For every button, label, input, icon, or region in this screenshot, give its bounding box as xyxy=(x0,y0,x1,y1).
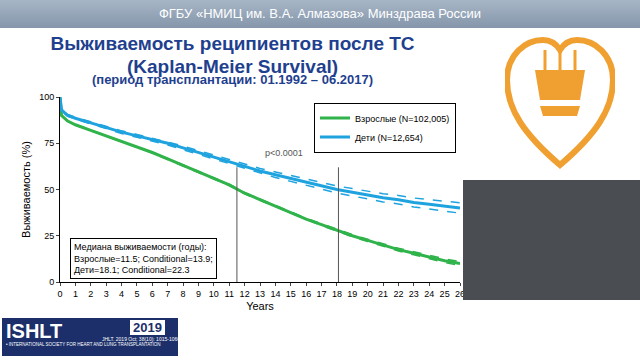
svg-text:4: 4 xyxy=(119,289,124,299)
html-text:JHLT. 2019 Oct; 38(10): 1015-1: JHLT. 2019 Oct; 38(10): 1015-1066 xyxy=(102,336,180,342)
html-text:(период трансплантации: 01.199: (период трансплантации: 01.1992 – 06.201… xyxy=(92,72,373,87)
svg-text:26: 26 xyxy=(455,288,465,299)
html-text:(Kaplan-Meier Survival): (Kaplan-Meier Survival) xyxy=(126,56,339,77)
svg-text:1: 1 xyxy=(73,289,78,299)
svg-text:23: 23 xyxy=(409,289,419,299)
svg-text:Дети (N=12,654): Дети (N=12,654) xyxy=(355,133,423,143)
svg-text:10: 10 xyxy=(209,289,219,299)
svg-text:20: 20 xyxy=(363,289,373,299)
svg-text:3: 3 xyxy=(104,289,109,299)
svg-text:Медиана выживаемости (годы):Вз: Медиана выживаемости (годы):Взрослые=11.… xyxy=(74,242,213,275)
html-text:2019: 2019 xyxy=(133,320,162,335)
svg-text:16: 16 xyxy=(301,289,311,299)
svg-text:50: 50 xyxy=(44,185,54,195)
svg-text:24: 24 xyxy=(424,289,434,299)
svg-text:15: 15 xyxy=(286,289,296,299)
svg-text:Выживаемость (%): Выживаемость (%) xyxy=(20,141,32,238)
svg-text:21: 21 xyxy=(378,289,388,299)
svg-text:25: 25 xyxy=(440,289,450,299)
svg-text:Years: Years xyxy=(246,300,274,312)
svg-text:0: 0 xyxy=(57,289,62,299)
html-text:ФГБУ «НМИЦ им. В.А. Алмазова»: ФГБУ «НМИЦ им. В.А. Алмазова» Минздрава … xyxy=(158,6,482,21)
svg-text:100: 100 xyxy=(39,92,54,102)
svg-text:22: 22 xyxy=(393,289,403,299)
svg-text:17: 17 xyxy=(317,289,327,299)
svg-text:9: 9 xyxy=(196,289,201,299)
svg-text:13: 13 xyxy=(255,289,265,299)
svg-text:75: 75 xyxy=(44,138,54,148)
svg-text:5: 5 xyxy=(134,289,139,299)
html-text:ISHLT: ISHLT xyxy=(6,320,63,342)
svg-text:12: 12 xyxy=(240,289,250,299)
svg-text:0: 0 xyxy=(49,277,54,287)
svg-text:11: 11 xyxy=(225,289,234,299)
svg-text:25: 25 xyxy=(44,231,54,241)
svg-text:6: 6 xyxy=(150,289,155,299)
svg-text:14: 14 xyxy=(270,289,280,299)
svg-text:Взрослые (N=102,005): Взрослые (N=102,005) xyxy=(355,114,449,124)
html-text:Выживаемость реципиентов после: Выживаемость реципиентов после ТС xyxy=(50,33,415,54)
svg-text:7: 7 xyxy=(165,289,170,299)
html-text:• INTERNATIONAL SOCIETY FOR HE: • INTERNATIONAL SOCIETY FOR HEART AND LU… xyxy=(6,342,161,347)
svg-text:8: 8 xyxy=(181,289,186,299)
svg-text:2: 2 xyxy=(88,289,93,299)
svg-text:p<0.0001: p<0.0001 xyxy=(265,148,303,158)
svg-text:19: 19 xyxy=(347,289,357,299)
svg-text:18: 18 xyxy=(332,289,342,299)
